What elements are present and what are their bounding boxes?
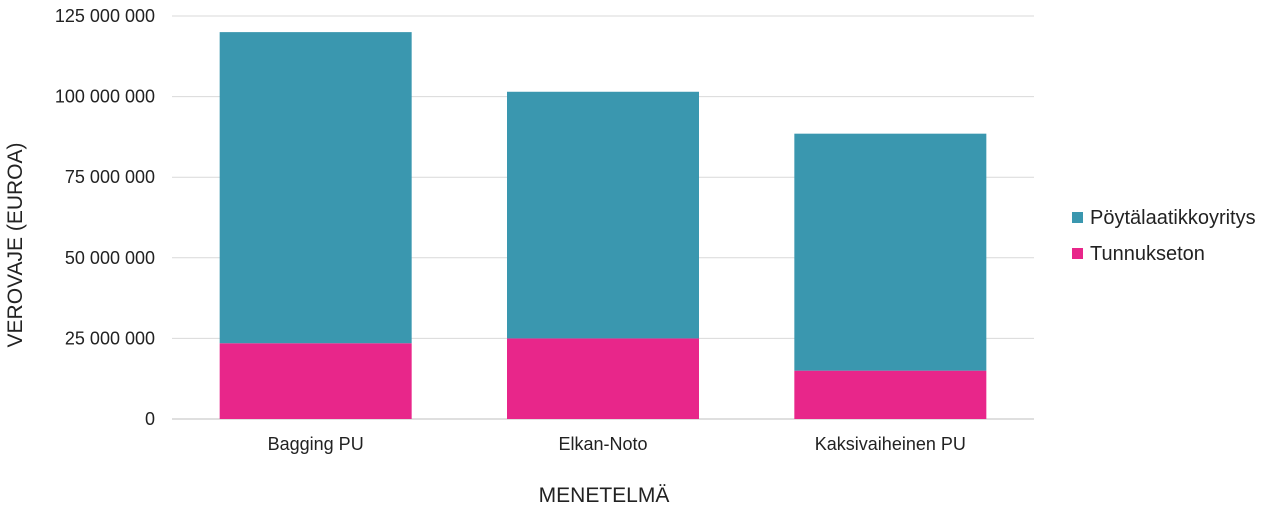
legend: Pöytälaatikkoyritys Tunnukseton bbox=[1072, 207, 1256, 265]
bar-segment bbox=[507, 91, 699, 339]
x-tick-label: Bagging PU bbox=[268, 434, 364, 454]
y-axis-ticks: 0 25 000 000 50 000 000 75 000 000 100 000 0… bbox=[55, 6, 155, 429]
y-tick-label: 100 000 000 bbox=[55, 87, 155, 107]
bar-segment bbox=[219, 32, 412, 344]
bar-segment bbox=[794, 133, 987, 371]
x-axis-ticks: Bagging PU Elkan-Noto Kaksivaiheinen PU bbox=[268, 434, 966, 454]
legend-label: Pöytälaatikkoyritys bbox=[1090, 207, 1256, 229]
legend-swatch bbox=[1072, 212, 1083, 223]
y-tick-label: 50 000 000 bbox=[65, 248, 155, 268]
bars bbox=[219, 32, 987, 419]
y-tick-label: 0 bbox=[145, 409, 155, 429]
x-tick-label: Elkan-Noto bbox=[558, 434, 647, 454]
bar-segment bbox=[794, 370, 987, 419]
y-tick-label: 25 000 000 bbox=[65, 328, 155, 348]
y-axis-title: VEROVAJE (EUROA) bbox=[4, 143, 27, 348]
legend-swatch bbox=[1072, 248, 1083, 259]
x-axis-title: MENETELMÄ bbox=[539, 484, 670, 507]
bar-segment bbox=[219, 343, 412, 419]
bar-segment bbox=[507, 338, 699, 419]
legend-label: Tunnukseton bbox=[1090, 243, 1205, 265]
y-tick-label: 125 000 000 bbox=[55, 6, 155, 26]
x-tick-label: Kaksivaiheinen PU bbox=[815, 434, 966, 454]
y-tick-label: 75 000 000 bbox=[65, 167, 155, 187]
